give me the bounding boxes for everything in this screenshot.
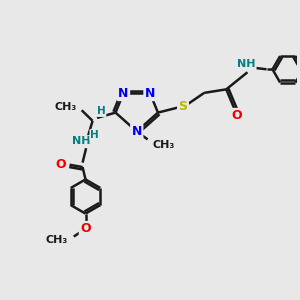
Text: S: S: [178, 100, 188, 112]
Text: N: N: [145, 87, 155, 100]
Text: N: N: [118, 87, 129, 100]
Text: NH: NH: [237, 59, 255, 69]
Text: CH₃: CH₃: [45, 235, 67, 245]
Text: N: N: [132, 125, 142, 138]
Text: CH₃: CH₃: [54, 102, 76, 112]
Text: O: O: [231, 109, 242, 122]
Text: O: O: [56, 158, 66, 171]
Text: O: O: [80, 222, 91, 236]
Text: H: H: [97, 106, 106, 116]
Text: NH: NH: [72, 136, 90, 146]
Text: H: H: [90, 130, 99, 140]
Text: CH₃: CH₃: [153, 140, 175, 150]
